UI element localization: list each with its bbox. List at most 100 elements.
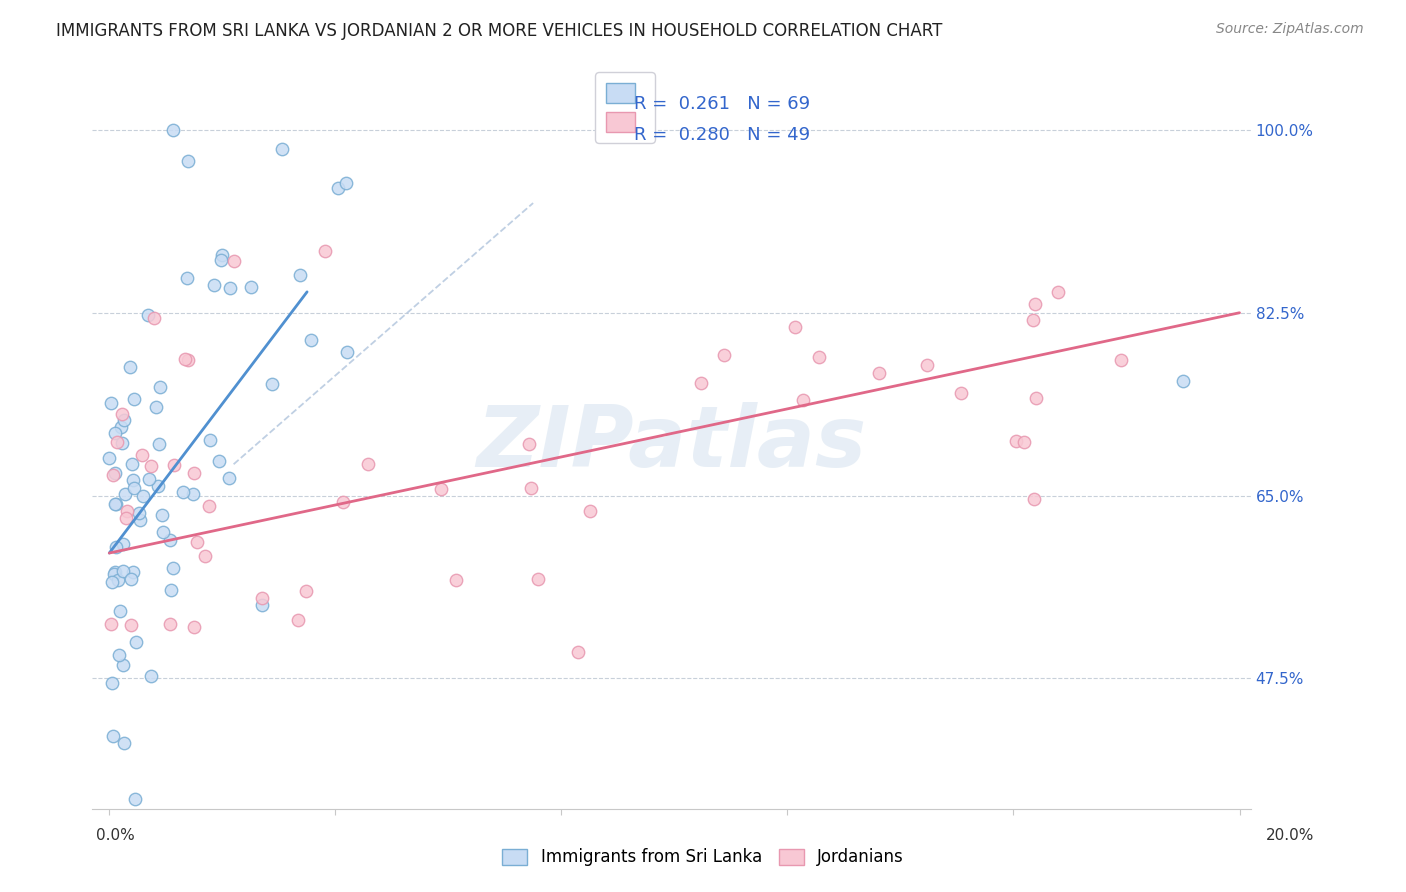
Point xyxy=(527,572,550,586)
Point xyxy=(118,359,141,374)
Point xyxy=(181,487,204,501)
Point xyxy=(1022,313,1045,327)
Legend: , : , xyxy=(595,72,655,143)
Point xyxy=(183,619,205,633)
Point xyxy=(430,483,453,497)
Point xyxy=(713,348,735,362)
Point xyxy=(152,524,174,539)
Point xyxy=(174,351,197,366)
Point xyxy=(114,510,136,524)
Point xyxy=(1004,434,1026,448)
Point xyxy=(112,413,135,427)
Point xyxy=(1022,491,1045,506)
Point xyxy=(262,377,284,392)
Point xyxy=(124,791,146,805)
Text: 0.0%: 0.0% xyxy=(96,828,135,843)
Point xyxy=(783,319,806,334)
Point xyxy=(271,142,294,156)
Point xyxy=(690,376,713,390)
Point xyxy=(108,605,131,619)
Point xyxy=(122,481,145,495)
Point xyxy=(101,729,124,743)
Point xyxy=(208,454,231,468)
Text: Source: ZipAtlas.com: Source: ZipAtlas.com xyxy=(1216,22,1364,37)
Point xyxy=(314,244,336,259)
Point xyxy=(111,537,134,551)
Point xyxy=(121,457,143,471)
Legend: Immigrants from Sri Lanka, Jordanians: Immigrants from Sri Lanka, Jordanians xyxy=(496,842,910,873)
Point xyxy=(103,566,125,581)
Text: 20.0%: 20.0% xyxy=(1267,828,1315,843)
Point xyxy=(128,506,150,520)
Point xyxy=(136,308,159,322)
Point xyxy=(122,392,145,406)
Point xyxy=(517,436,540,450)
Point xyxy=(104,426,127,441)
Point xyxy=(162,123,184,137)
Point xyxy=(111,658,134,673)
Point xyxy=(100,616,122,631)
Text: IMMIGRANTS FROM SRI LANKA VS JORDANIAN 2 OR MORE VEHICLES IN HOUSEHOLD CORRELATI: IMMIGRANTS FROM SRI LANKA VS JORDANIAN 2… xyxy=(56,22,942,40)
Point xyxy=(211,248,233,262)
Point xyxy=(104,540,127,554)
Point xyxy=(145,401,167,415)
Point xyxy=(202,277,225,292)
Point xyxy=(218,471,240,485)
Point xyxy=(239,279,262,293)
Point xyxy=(950,386,973,401)
Point xyxy=(335,177,357,191)
Text: ZIPatlas: ZIPatlas xyxy=(477,402,866,485)
Point xyxy=(159,616,181,631)
Point xyxy=(101,468,124,483)
Point xyxy=(103,496,125,510)
Point xyxy=(326,181,349,195)
Point xyxy=(194,549,217,563)
Point xyxy=(288,268,311,282)
Point xyxy=(1024,296,1046,310)
Point xyxy=(101,676,124,690)
Point xyxy=(129,513,152,527)
Point xyxy=(150,508,173,523)
Point xyxy=(172,485,194,500)
Text: R =  0.261   N = 69: R = 0.261 N = 69 xyxy=(634,95,811,113)
Point xyxy=(808,350,831,364)
Point xyxy=(186,534,208,549)
Point xyxy=(183,467,205,481)
Point xyxy=(198,499,221,513)
Point xyxy=(121,473,143,487)
Point xyxy=(219,281,242,295)
Point xyxy=(162,561,184,575)
Point xyxy=(578,504,600,518)
Point xyxy=(917,358,939,372)
Point xyxy=(299,333,322,347)
Point xyxy=(125,635,148,649)
Point xyxy=(519,481,541,495)
Point xyxy=(131,489,153,503)
Point xyxy=(444,573,467,587)
Text: R =  0.280   N = 49: R = 0.280 N = 49 xyxy=(634,127,811,145)
Point xyxy=(120,572,142,586)
Point xyxy=(105,497,128,511)
Point xyxy=(250,598,273,612)
Point xyxy=(1047,285,1070,300)
Point xyxy=(114,487,136,501)
Point xyxy=(138,472,160,486)
Point xyxy=(209,252,232,267)
Point xyxy=(357,458,380,472)
Point xyxy=(176,270,198,285)
Point xyxy=(222,253,245,268)
Point xyxy=(1109,352,1132,367)
Point xyxy=(104,565,127,579)
Point xyxy=(148,479,170,493)
Point xyxy=(131,449,153,463)
Point xyxy=(121,565,143,579)
Point xyxy=(108,648,131,662)
Point xyxy=(200,434,222,448)
Point xyxy=(1025,391,1047,405)
Point xyxy=(332,495,354,509)
Point xyxy=(336,345,359,359)
Point xyxy=(143,310,166,325)
Point xyxy=(112,736,135,750)
Point xyxy=(139,459,162,474)
Point xyxy=(98,451,121,466)
